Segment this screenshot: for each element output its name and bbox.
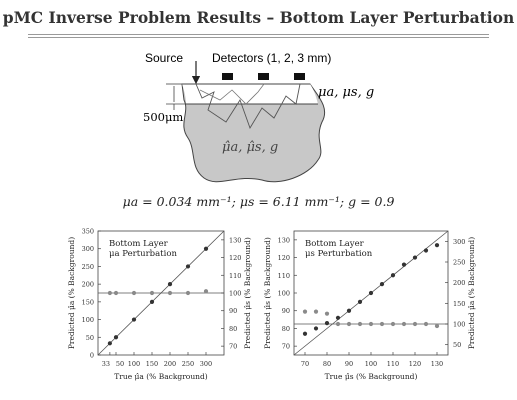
chart2-point-left [390,273,396,278]
chart1-point-left [203,246,209,251]
chart2-point-right [412,321,418,327]
chart2-x-tick-label: 70 [301,360,309,368]
chart1-x-tick-label: 33 [102,360,110,368]
chart2-y-right-tick-label: 200 [453,279,465,287]
chart1-point-left [149,299,155,304]
chart1-x-axis-label: True μ̂a (% Background) [114,372,207,381]
chart2-y-left-tick-label: 110 [278,272,290,280]
slide-title: pMC Inverse Problem Results – Bottom Lay… [2,8,515,27]
chart2-y-left-tick-label: 120 [278,254,290,262]
chart1-y-right-tick-label: 80 [229,325,237,333]
optical-parameters: μa = 0.034 mm⁻¹; μs = 6.11 mm⁻¹; g = 0.9 [122,194,395,209]
chart2-x-tick-label: 110 [387,360,399,368]
chart2-point-right [346,321,352,327]
chart2-point-left [412,255,418,260]
chart1-y-right-tick-label: 130 [229,236,241,244]
chart1-y-left-axis-label: Predicted μ̂a (% Background) [67,237,76,349]
chart2-point-right [335,321,341,327]
chart1-y-left-tick-label: 50 [86,334,94,342]
chart2-point-right [390,321,396,327]
chart2-y-right-tick-label: 150 [453,300,465,308]
chart1-point-right [149,290,155,296]
chart1-x-tick-label: 150 [146,360,158,368]
chart1-x-tick-label: 300 [200,360,212,368]
chart2-point-left [368,290,374,296]
chart1-title-line-1: Bottom Layer [109,239,169,249]
chart2-point-right [423,321,429,327]
chart1-point-right [131,290,137,296]
chart2-x-tick-label: 90 [345,360,353,368]
chart1-y-left-tick-label: 250 [82,263,94,271]
chart1-point-left [185,264,191,269]
chart2-point-left [401,262,407,267]
chart1-y-left-tick-label: 0 [90,352,94,360]
chart2-y-right-tick-label: 300 [453,238,465,246]
chart1-y-right-tick-label: 70 [229,343,237,351]
chart1-title-line-2: μa Perturbation [109,249,177,259]
chart1-y-left-tick-label: 300 [82,245,94,253]
chart2-y-right-tick-label: 100 [453,321,465,329]
chart1-point-left [107,341,112,346]
chart2-y-left-tick-label: 100 [278,290,290,298]
chart1-y-left-tick-label: 350 [82,228,94,236]
chart2-point-left [379,282,385,287]
chart2-x-tick-label: 130 [431,360,443,368]
chart1-y-right-tick-label: 100 [229,290,241,298]
chart1-point-left [113,335,119,340]
chart1-y-left-tick-label: 150 [82,298,94,306]
chart1-x-tick-label: 250 [182,360,194,368]
chart1-y-left-tick-label: 100 [82,316,94,324]
chart2-point-right [313,309,319,314]
chart1-point-right [167,290,173,296]
chart2-point-right [379,321,385,327]
chart2-point-left [357,299,363,304]
chart2-y-right-axis-label: Predicted μ̂a (% Background) [467,237,476,349]
chart1-point-right [113,290,119,296]
chart2-x-tick-label: 80 [323,360,331,368]
chart2-x-axis-label: True μ̂s (% Background) [325,372,418,381]
chart2-point-left [324,321,330,326]
chart1-point-right [185,290,191,296]
chart2-point-left [346,308,352,313]
chart2-title-line-2: μs Perturbation [305,249,373,259]
chart2-point-right [401,321,407,327]
chart1-point-left [131,317,137,322]
chart1-x-tick-label: 200 [164,360,176,368]
chart2-point-right [324,311,330,316]
chart1-x-tick-label: 100 [128,360,140,368]
chart1-y-right-tick-label: 90 [229,307,237,315]
chart2-y-right-tick-label: 250 [453,259,465,267]
chart2-y-right-tick-label: 50 [453,341,461,349]
chart1-y-right-axis-label: Predicted μ̂s (% Background) [243,237,252,349]
chart2-x-tick-label: 100 [365,360,377,368]
chart2-y-left-axis-label: Predicted μ̂s (% Background) [263,237,272,349]
chart2-point-right [368,321,374,327]
chart2-point-left [335,315,341,320]
chart2-point-right [434,323,440,329]
chart2-title-line-1: Bottom Layer [305,239,365,249]
chart1-point-right [107,290,112,296]
chart2-point-right [302,309,308,314]
chart2-point-left [313,326,319,331]
chart1-point-left [167,282,173,287]
title-rule [28,34,489,35]
chart2-point-right [357,321,363,327]
chart2-x-tick-label: 120 [409,360,421,368]
chart1-y-left-tick-label: 200 [82,281,94,289]
chart1-point-right [203,289,209,294]
chart1-x-tick-label: 50 [116,360,124,368]
chart1-y-right-tick-label: 110 [229,272,241,280]
chart2-y-left-tick-label: 80 [282,325,290,333]
chart2-y-left-tick-label: 90 [282,307,290,315]
title-rule-lower [28,37,489,38]
chart2-point-left [434,243,440,248]
chart1-y-right-tick-label: 120 [229,254,241,262]
chart2-y-left-tick-label: 130 [278,236,290,244]
chart2-y-left-tick-label: 70 [282,343,290,351]
chart2-point-left [423,248,429,253]
chart2-point-left [302,331,308,336]
